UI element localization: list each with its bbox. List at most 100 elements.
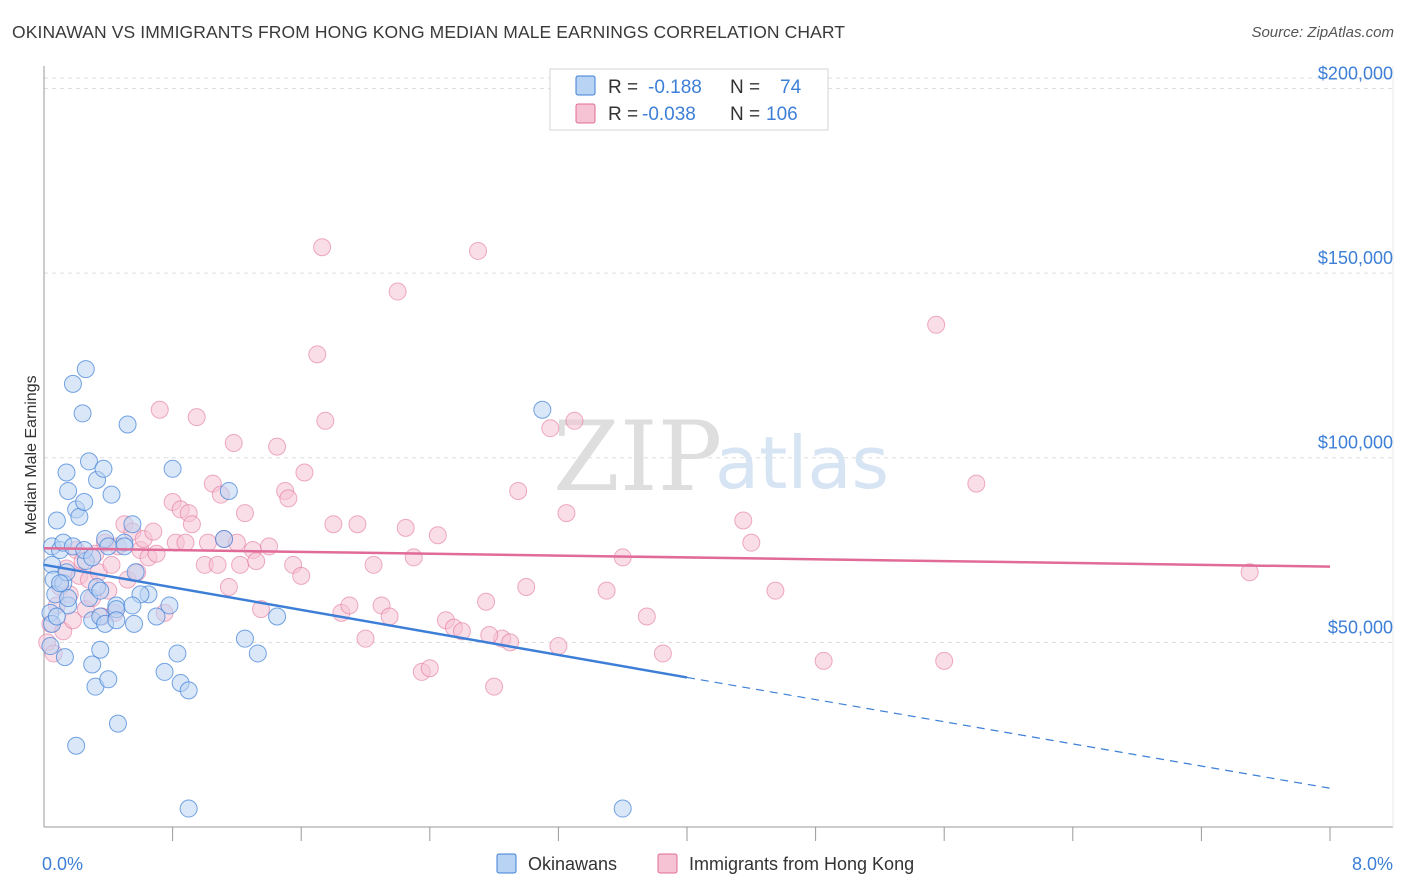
hong-kong-point — [295, 463, 314, 482]
y-tick-label: $50,000 — [1328, 617, 1393, 637]
hong-kong-point — [452, 622, 471, 641]
legend-n-value-1: 74 — [780, 77, 802, 98]
hong-kong-point — [477, 592, 496, 611]
okinawan-point — [219, 481, 238, 500]
okinawan-point — [47, 607, 66, 626]
hong-kong-point — [396, 518, 415, 537]
hong-kong-point — [231, 555, 250, 574]
okinawan-point — [123, 515, 142, 534]
hong-kong-point — [549, 637, 568, 656]
okinawan-point — [179, 681, 198, 700]
hong-kong-point — [404, 548, 423, 567]
hong-kong-point — [316, 411, 335, 430]
okinawan-trend-line — [43, 563, 688, 679]
hong-kong-point — [380, 607, 399, 626]
okinawan-point — [147, 607, 166, 626]
hong-kong-point — [1240, 563, 1259, 582]
okinawan-point — [59, 481, 78, 500]
hong-kong-point — [364, 555, 383, 574]
hong-kong-point — [252, 600, 271, 619]
hong-kong-point — [144, 522, 163, 541]
blue-point-group — [41, 360, 632, 818]
legend-n-value-2: 106 — [766, 104, 798, 125]
hong-kong-point — [597, 581, 616, 600]
okinawan-point — [91, 640, 110, 659]
y-axis-label: Median Male Earnings — [23, 375, 40, 534]
hong-kong-point — [313, 238, 332, 257]
okinawan-point — [63, 374, 82, 393]
hong-kong-point — [247, 552, 266, 571]
bottom-legend-label-okinawans: Okinawans — [528, 854, 617, 874]
hong-kong-point — [541, 419, 560, 438]
hong-kong-point — [235, 504, 254, 523]
hong-kong-point — [147, 544, 166, 563]
legend-swatch-hong-kong — [575, 103, 596, 124]
hong-kong-point — [292, 566, 311, 585]
bottom-legend-swatch-okinawans — [496, 853, 517, 874]
okinawan-point — [99, 537, 118, 556]
hong-kong-point — [428, 526, 447, 545]
legend-r-value-1: -0.188 — [648, 77, 702, 98]
hong-kong-point — [224, 433, 243, 452]
y-tick-labels: $50,000 $100,000 $150,000 $200,000 — [1318, 63, 1393, 637]
hong-kong-point — [279, 489, 298, 508]
hong-kong-point — [198, 533, 217, 552]
hong-kong-point — [734, 511, 753, 530]
okinawan-point — [268, 607, 287, 626]
okinawan-point — [168, 644, 187, 663]
okinawan-point — [55, 648, 74, 667]
hong-kong-trend-line — [43, 546, 1331, 568]
okinawan-point — [118, 415, 137, 434]
hong-kong-point — [356, 629, 375, 648]
okinawan-point — [75, 493, 94, 512]
legend-frame — [549, 68, 829, 131]
chart-title: OKINAWAN VS IMMIGRANTS FROM HONG KONG ME… — [12, 22, 846, 42]
hong-kong-point — [485, 677, 504, 696]
okinawan-point — [57, 463, 76, 482]
hong-kong-point — [219, 577, 238, 596]
legend-swatch-okinawans — [575, 75, 596, 96]
hong-kong-point — [176, 533, 195, 552]
watermark-atlas: atlas — [715, 421, 889, 505]
legend-box: R = -0.188 N = 74 R = -0.038 N = 106 — [549, 68, 829, 131]
okinawan-point — [51, 574, 70, 593]
y-tick-label: $200,000 — [1318, 63, 1393, 83]
y-tick-label: $100,000 — [1318, 433, 1393, 453]
okinawan-point — [83, 655, 102, 674]
hong-kong-point — [420, 659, 439, 678]
hong-kong-point — [814, 651, 833, 670]
okinawan-point — [108, 714, 127, 733]
okinawan-point — [73, 404, 92, 423]
hong-kong-point — [565, 411, 584, 430]
hong-kong-point — [268, 437, 287, 456]
legend-r-label-2: R = — [608, 104, 638, 125]
hong-kong-point — [469, 241, 488, 260]
okinawan-point — [107, 611, 126, 630]
okinawan-point — [215, 529, 234, 548]
okinawan-point — [179, 799, 198, 818]
okinawan-point — [155, 662, 174, 681]
legend-n-label-1: N = — [730, 77, 760, 98]
x-tick-label-max: 8.0% — [1352, 854, 1393, 874]
bottom-legend: Okinawans Immigrants from Hong Kong — [496, 853, 914, 874]
okinawan-point — [126, 563, 145, 582]
okinawan-point — [235, 629, 254, 648]
okinawan-point — [41, 637, 60, 656]
okinawan-point — [59, 589, 78, 608]
okinawan-trend-extension — [686, 676, 1331, 789]
hong-kong-point — [927, 315, 946, 334]
hong-kong-point — [935, 651, 954, 670]
okinawan-point — [160, 596, 179, 615]
hong-kong-point — [557, 504, 576, 523]
okinawan-point — [91, 581, 110, 600]
bottom-legend-label-hong-kong: Immigrants from Hong Kong — [689, 854, 914, 874]
chart-source: Source: ZipAtlas.com — [1251, 24, 1394, 41]
okinawan-point — [94, 459, 113, 478]
okinawan-point — [533, 400, 552, 419]
y-tick-label: $150,000 — [1318, 248, 1393, 268]
watermark: ZIP atlas — [553, 401, 889, 513]
okinawan-point — [83, 548, 102, 567]
okinawan-point — [115, 537, 134, 556]
okinawan-point — [613, 799, 632, 818]
